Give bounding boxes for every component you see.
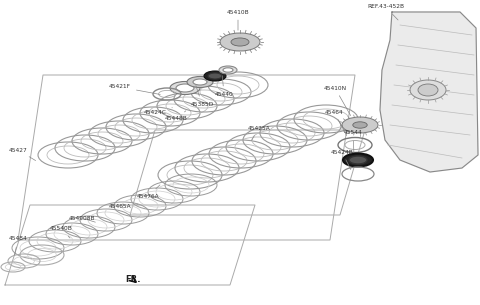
Text: FR.: FR. bbox=[125, 275, 141, 285]
Ellipse shape bbox=[208, 73, 222, 79]
Ellipse shape bbox=[204, 71, 226, 81]
Text: 45448B: 45448B bbox=[165, 111, 187, 121]
Text: 45421F: 45421F bbox=[109, 84, 160, 95]
Ellipse shape bbox=[176, 84, 194, 92]
Text: 45540B: 45540B bbox=[49, 227, 72, 238]
Text: 45424C: 45424C bbox=[144, 108, 172, 114]
Text: 45410B: 45410B bbox=[227, 9, 249, 30]
Text: 45440: 45440 bbox=[215, 76, 233, 96]
Text: 45484: 45484 bbox=[9, 236, 27, 255]
Ellipse shape bbox=[170, 81, 200, 95]
Polygon shape bbox=[380, 12, 478, 172]
Ellipse shape bbox=[187, 77, 213, 88]
Text: 45427: 45427 bbox=[9, 148, 36, 160]
Ellipse shape bbox=[349, 156, 367, 164]
Ellipse shape bbox=[342, 117, 378, 133]
Text: 45465A: 45465A bbox=[108, 204, 138, 210]
Text: 45410N: 45410N bbox=[324, 85, 350, 116]
Text: 45544: 45544 bbox=[344, 131, 362, 152]
Text: 454908B: 454908B bbox=[69, 216, 96, 222]
Text: 45424B: 45424B bbox=[331, 149, 353, 170]
Ellipse shape bbox=[418, 84, 438, 96]
Text: 45476A: 45476A bbox=[137, 185, 160, 199]
Ellipse shape bbox=[219, 66, 237, 74]
Ellipse shape bbox=[353, 122, 367, 128]
Ellipse shape bbox=[223, 68, 233, 72]
Ellipse shape bbox=[410, 80, 446, 100]
Text: 45385D: 45385D bbox=[191, 86, 214, 106]
Ellipse shape bbox=[220, 33, 260, 51]
Ellipse shape bbox=[193, 79, 207, 85]
Ellipse shape bbox=[231, 38, 249, 46]
Ellipse shape bbox=[343, 153, 373, 167]
Text: REF.43-452B: REF.43-452B bbox=[367, 5, 404, 20]
Text: 45425A: 45425A bbox=[248, 125, 270, 141]
Text: 45464: 45464 bbox=[324, 109, 347, 135]
